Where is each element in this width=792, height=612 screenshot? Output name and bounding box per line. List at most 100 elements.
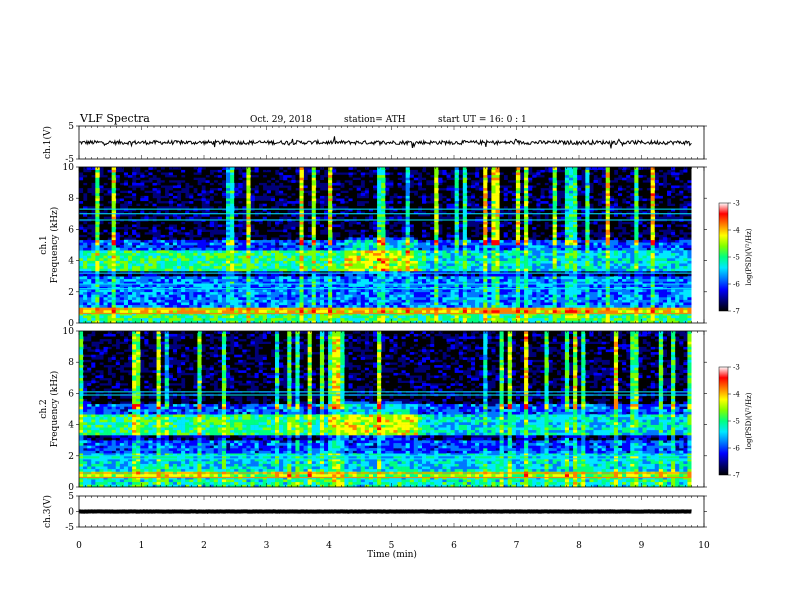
spectrogram-cell	[434, 198, 439, 202]
spectrogram-cell	[336, 263, 341, 267]
spectrogram-cell	[140, 200, 145, 204]
spectrogram-cell	[189, 297, 194, 300]
spectrogram-cell	[466, 271, 472, 274]
spectrogram-cell	[148, 273, 153, 277]
spectrogram-cell	[95, 174, 100, 178]
spectrogram-cell	[311, 224, 317, 228]
spectrogram-cell	[148, 193, 153, 196]
spectrogram-cell	[299, 278, 304, 282]
spectrogram-cell	[230, 271, 235, 274]
spectrogram-cell	[221, 200, 227, 204]
spectrogram-cell	[442, 234, 447, 238]
spectrogram-cell	[397, 252, 402, 256]
spectrogram-cell	[381, 208, 386, 212]
spectrogram-cell	[172, 195, 178, 199]
spectrogram-cell	[123, 187, 129, 191]
spectrogram-cell	[160, 278, 166, 282]
spectrogram-cell	[401, 263, 406, 267]
spectrogram-cell	[385, 242, 390, 246]
spectrogram-cell	[340, 291, 345, 295]
spectrogram-cell	[213, 284, 219, 287]
spectrogram-cell	[152, 255, 157, 259]
spectrogram-cell	[336, 250, 341, 254]
spectrogram-cell	[401, 310, 406, 313]
spectrogram-cell	[230, 185, 235, 189]
spectrogram-cell	[405, 276, 411, 280]
spectrogram-cell	[377, 302, 382, 306]
spectrogram-cell	[454, 208, 460, 212]
spectrogram-cell	[99, 302, 104, 306]
spectrogram-cell	[111, 250, 117, 254]
spectrogram-cell	[462, 278, 468, 282]
spectrogram-cell	[160, 177, 166, 181]
spectrogram-cell	[315, 276, 321, 280]
spectrogram-cell	[221, 273, 227, 277]
spectrogram-cell	[119, 237, 125, 241]
spectrogram-cell	[368, 317, 374, 321]
spectrogram-cell	[299, 185, 304, 189]
spectrogram-cell	[348, 315, 353, 319]
spectrogram-cell	[246, 278, 251, 282]
spectrogram-cell	[409, 317, 415, 321]
spectrogram-cell	[279, 239, 284, 243]
spectrogram-cell	[417, 320, 423, 324]
spectrogram-cell	[250, 237, 255, 241]
spectrogram-cell	[364, 232, 370, 235]
spectrogram-cell	[462, 302, 468, 306]
spectrogram-cell	[299, 239, 304, 243]
spectrogram-cell	[422, 278, 427, 282]
spectrogram-cell	[168, 315, 174, 319]
spectrogram-cell	[340, 198, 345, 202]
spectrogram-cell	[422, 291, 427, 295]
spectrogram-cell	[430, 276, 435, 280]
spectrogram-cell	[279, 289, 284, 293]
spectrogram-cell	[368, 291, 374, 295]
spectrogram-cell	[119, 172, 125, 176]
spectrogram-cell	[422, 258, 427, 261]
spectrogram-cell	[319, 255, 325, 259]
spectrogram-cell	[193, 213, 198, 217]
spectrogram-cell	[164, 237, 170, 241]
spectrogram-cell	[299, 234, 304, 238]
spectrogram-cell	[160, 234, 166, 238]
spectrogram-cell	[462, 177, 468, 181]
spectrogram-cell	[401, 299, 406, 303]
spectrogram-cell	[364, 294, 370, 298]
spectrogram-cell	[209, 239, 215, 243]
spectrogram-cell	[438, 284, 443, 287]
spectrogram-cell	[177, 281, 182, 285]
spectrogram-cell	[336, 252, 341, 256]
spectrogram-cell	[417, 258, 423, 261]
spectrogram-cell	[332, 216, 337, 220]
spectrogram-cell	[79, 268, 84, 272]
spectrogram-cell	[193, 315, 198, 319]
spectrogram-cell	[283, 206, 288, 209]
spectrogram-cell	[340, 213, 345, 217]
spectrogram-cell	[193, 224, 198, 228]
spectrogram-cell	[115, 185, 121, 189]
spectrogram-cell	[201, 190, 206, 194]
spectrogram-cell	[364, 263, 370, 267]
spectrogram-cell	[417, 167, 423, 170]
spectrogram-cell	[99, 317, 104, 321]
spectrogram-cell	[189, 271, 194, 274]
spectrogram-cell	[217, 226, 223, 230]
spectrogram-cell	[315, 297, 321, 300]
spectrogram-cell	[307, 216, 313, 220]
spectrogram-cell	[458, 294, 464, 298]
start-ut-label: start UT = 16: 0 : 1	[438, 115, 527, 125]
spectrogram-cell	[397, 278, 402, 282]
spectrogram-cell	[172, 232, 178, 235]
spectrogram-cell	[226, 239, 231, 243]
spectrogram-cell	[348, 216, 353, 220]
spectrogram-cell	[258, 304, 264, 308]
spectrogram-cell	[201, 250, 206, 254]
spectrogram-cell	[226, 216, 231, 220]
spectrogram-cell	[221, 276, 227, 280]
spectrogram-cell	[270, 180, 276, 183]
spectrogram-cell	[409, 237, 415, 241]
spectrogram-cell	[201, 304, 206, 308]
spectrogram-cell	[168, 297, 174, 300]
spectrogram-cell	[356, 291, 362, 295]
spectrogram-cell	[226, 185, 231, 189]
